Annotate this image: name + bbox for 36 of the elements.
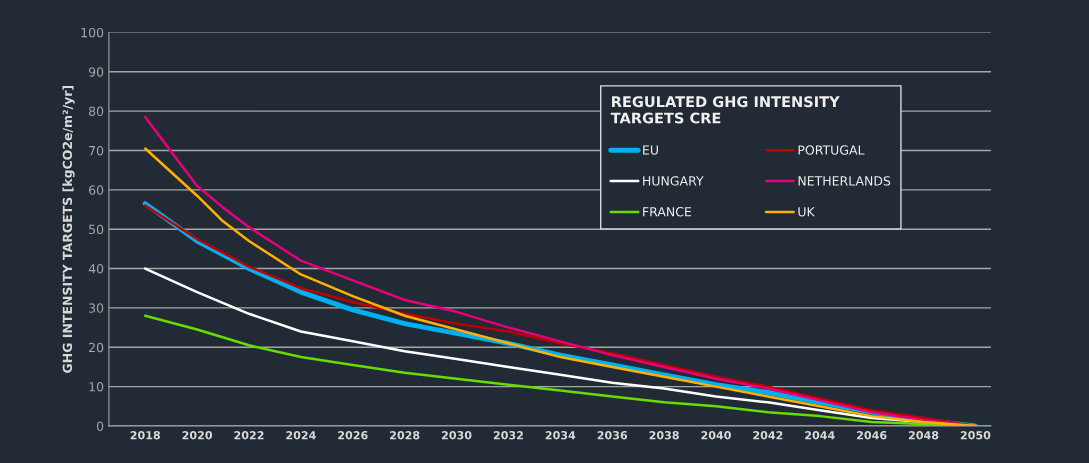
x-tick-label: 2048 bbox=[908, 431, 939, 440]
x-tick-label: 2032 bbox=[493, 431, 523, 440]
y-tick-label: 30 bbox=[89, 303, 104, 313]
x-tick-label: 2044 bbox=[805, 431, 835, 440]
legend-label: HUNGARY bbox=[643, 176, 704, 186]
y-tick-label: 40 bbox=[88, 264, 104, 274]
legend-label: NETHERLANDS bbox=[798, 176, 891, 186]
y-tick-label: 60 bbox=[89, 185, 104, 195]
x-tick-label: 2040 bbox=[701, 431, 731, 440]
y-axis-title: GHG INTENSITY TARGETS [kgCO2e/m²/yr] bbox=[62, 85, 75, 373]
x-tick-label: 2018 bbox=[130, 431, 160, 440]
legend-label: FRANCE bbox=[643, 207, 692, 217]
x-tick-label: 2038 bbox=[649, 431, 679, 440]
y-tick-label: 100 bbox=[81, 27, 104, 38]
x-tick-label: 2028 bbox=[390, 431, 420, 440]
legend-label: PORTUGAL bbox=[798, 145, 865, 155]
x-tick-label: 2046 bbox=[857, 431, 887, 440]
x-tick-label: 2036 bbox=[597, 431, 628, 440]
x-tick-label: 2020 bbox=[182, 431, 213, 440]
y-tick-label: 10 bbox=[89, 382, 104, 392]
y-tick-label: 90 bbox=[88, 67, 104, 77]
x-tick-label: 2022 bbox=[234, 431, 264, 440]
y-tick-label: 50 bbox=[89, 224, 104, 235]
y-tick-label: 70 bbox=[89, 145, 104, 156]
y-tick-label: 20 bbox=[89, 342, 104, 353]
x-tick-label: 2024 bbox=[286, 431, 316, 440]
x-tick-label: 2026 bbox=[338, 431, 368, 440]
legend-label: EU bbox=[643, 145, 658, 155]
y-tick-label: 0 bbox=[96, 421, 104, 431]
x-tick-label: 2042 bbox=[753, 431, 783, 440]
y-tick-label: 80 bbox=[88, 106, 104, 117]
legend-title: REGULATED GHG INTENSITY TARGETS CRE bbox=[610, 96, 840, 124]
x-tick-label: 2034 bbox=[545, 431, 576, 440]
legend-label: UK bbox=[798, 207, 815, 217]
x-tick-label: 2050 bbox=[960, 431, 991, 440]
x-tick-label: 2030 bbox=[441, 431, 472, 440]
